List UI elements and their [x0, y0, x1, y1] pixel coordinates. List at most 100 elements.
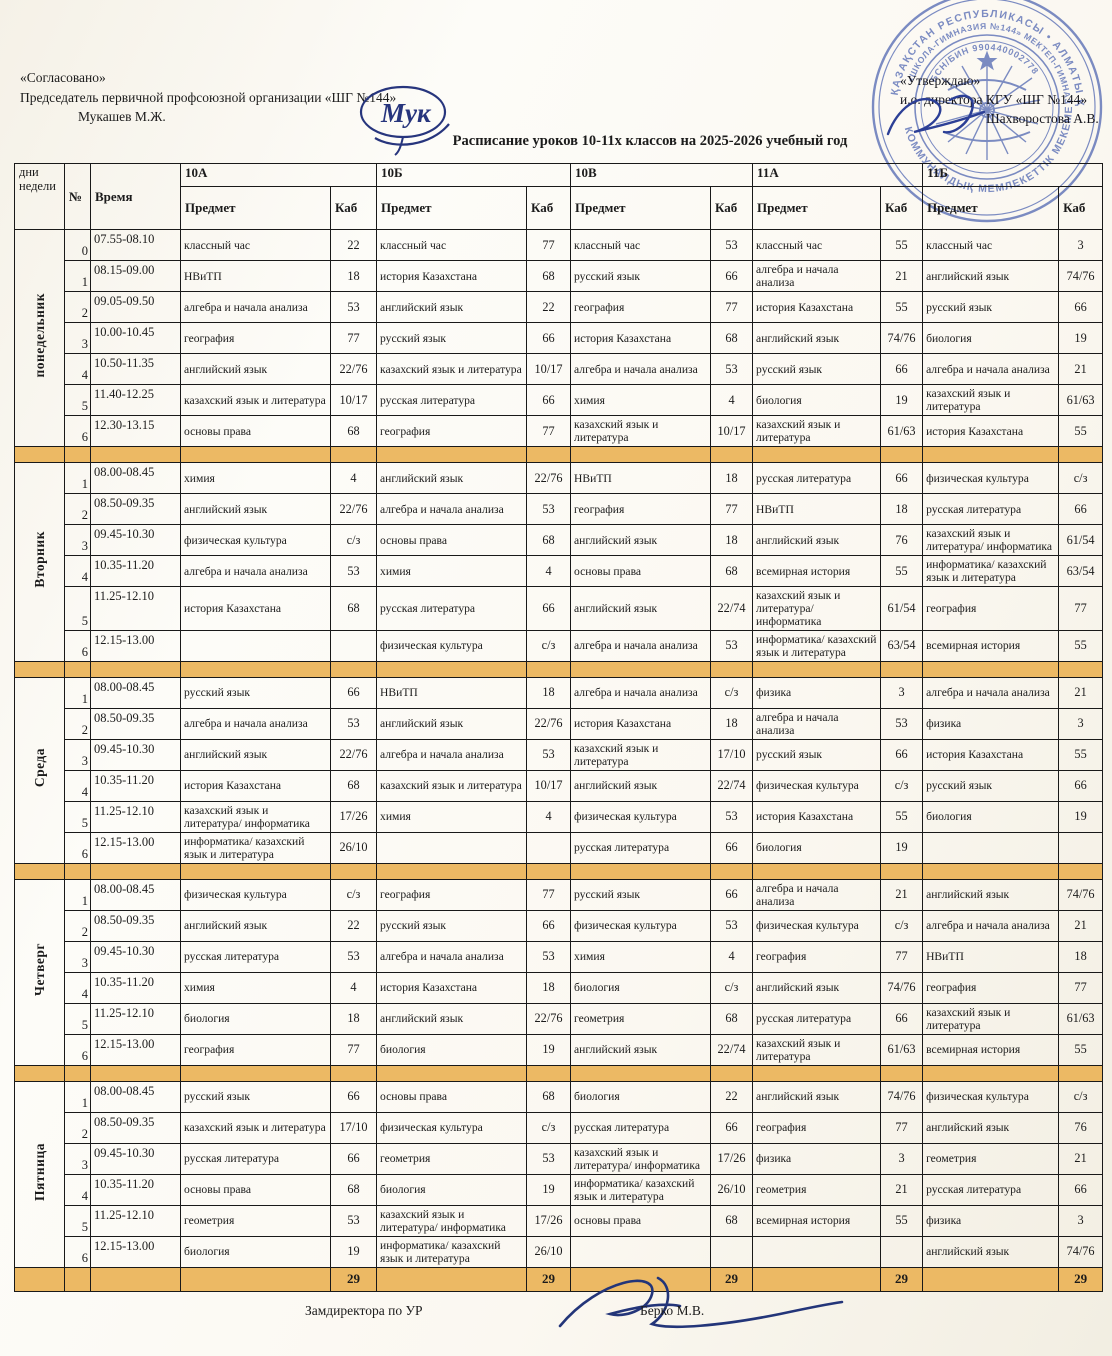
room-cell: 55 — [1058, 738, 1104, 771]
lesson-row: 4 10.35-11.20 история Казахстана 68 казахски… — [15, 769, 1104, 802]
subject-cell: английский язык — [570, 769, 712, 802]
subject-cell: русский язык — [922, 291, 1060, 323]
subject-cell: история Казахстана — [752, 800, 882, 833]
room-cell: 21 — [1058, 1142, 1104, 1175]
subject-cell: русская литература — [752, 1002, 882, 1035]
lesson-number: 3 — [64, 738, 91, 771]
room-cell: 74/76 — [1058, 878, 1104, 911]
subject-cell: английский язык — [376, 707, 528, 740]
agreed-role: Председатель первичной профсоюзной орган… — [20, 89, 397, 105]
subject-cell: английский язык — [180, 738, 331, 771]
subject-cell: физическая культура — [570, 909, 712, 942]
lesson-row: 6 12.15-13.00 информатика/ казахский язык … — [15, 831, 1104, 864]
lesson-time: 12.15-13.00 — [90, 1235, 181, 1268]
subject-cell: биология — [570, 1080, 712, 1113]
totals-subject-cell — [922, 1266, 1060, 1292]
subject-cell: геометрия — [376, 1142, 528, 1175]
subject-cell: география — [752, 940, 882, 973]
room-cell: 68 — [710, 322, 754, 354]
subject-cell: всемирная история — [922, 629, 1060, 662]
subject-cell: география — [180, 322, 331, 354]
subject-cell: русская литература — [570, 831, 712, 864]
subject-cell: основы права — [180, 415, 331, 447]
subject-cell: казахский язык и литература/ информатика — [376, 1204, 528, 1237]
separator-cell — [329, 1064, 378, 1082]
subject-cell: история Казахстана — [180, 586, 331, 631]
lesson-row: 5 11.25-12.10 геометрия 53 казахский язык и … — [15, 1204, 1104, 1237]
subject-cell: русская литература — [376, 384, 528, 416]
lesson-time: 09.05-09.50 — [90, 291, 181, 323]
approved-name: Шахворостова А.В. — [986, 110, 1099, 126]
header-room: Каб — [710, 186, 754, 230]
separator-cell — [526, 446, 572, 463]
lesson-time: 12.15-13.00 — [90, 831, 181, 864]
total-hours-value: 29 — [880, 1266, 924, 1292]
room-cell: 66 — [880, 738, 924, 771]
separator-cell — [376, 1064, 528, 1082]
lesson-row: 4 10.35-11.20 алгебра и начала анализа 53 хи… — [15, 555, 1104, 587]
room-cell: 21 — [1058, 676, 1104, 709]
lesson-number: 6 — [64, 1033, 91, 1066]
lesson-time: 08.00-08.45 — [90, 462, 181, 494]
total-hours-value: 29 — [1058, 1266, 1104, 1292]
separator-cell — [526, 660, 572, 678]
subject-cell: русский язык — [376, 909, 528, 942]
lesson-number: 1 — [64, 1080, 91, 1113]
separator-cell — [710, 446, 754, 463]
lesson-number: 6 — [64, 1235, 91, 1268]
lesson-number: 2 — [64, 909, 91, 942]
agreed-name: Мукашев М.Ж. — [78, 109, 166, 125]
lesson-number: 6 — [64, 629, 91, 662]
subject-cell: основы права — [570, 555, 712, 587]
subject-cell: алгебра и начала анализа — [922, 676, 1060, 709]
subject-cell: НВиТП — [752, 493, 882, 525]
subject-cell: основы права — [376, 1080, 528, 1113]
room-cell: с/з — [526, 1111, 572, 1144]
room-cell: 66 — [526, 384, 572, 416]
subject-cell: русский язык — [570, 878, 712, 911]
separator-cell — [329, 862, 378, 880]
separator-cell — [922, 862, 1060, 880]
subject-cell: география — [570, 493, 712, 525]
room-cell: 66 — [526, 322, 572, 354]
subject-cell: русский язык — [570, 260, 712, 292]
separator-cell — [180, 446, 331, 463]
subject-cell: биология — [180, 1235, 331, 1268]
room-cell: 19 — [329, 1235, 378, 1268]
header-days-of-week: дни недели — [14, 163, 65, 230]
room-cell: 68 — [526, 1080, 572, 1113]
subject-cell: английский язык — [570, 524, 712, 556]
subject-cell: казахский язык и литература/ информатика — [922, 524, 1060, 556]
lesson-row: Четверг 1 08.00-08.45 физическая культура с/… — [14, 878, 1104, 1066]
room-cell: 21 — [1058, 353, 1104, 385]
room-cell: 10/17 — [329, 384, 378, 416]
separator-cell — [1058, 446, 1104, 463]
lesson-time: 10.35-11.20 — [90, 769, 181, 802]
subject-cell: классный час — [922, 229, 1060, 261]
room-cell: 21 — [880, 878, 924, 911]
subject-cell: русский язык — [752, 738, 882, 771]
subject-cell: алгебра и начала анализа — [922, 353, 1060, 385]
separator-cell — [1058, 1064, 1104, 1082]
subject-cell: геометрия — [570, 1002, 712, 1035]
room-cell: 17/10 — [329, 1111, 378, 1144]
subject-cell: химия — [376, 555, 528, 587]
subject-cell: английский язык — [752, 322, 882, 354]
subject-cell: химия — [376, 800, 528, 833]
lesson-number: 2 — [64, 291, 91, 323]
header-subject: Предмет — [180, 186, 331, 230]
subject-cell: английский язык — [922, 878, 1060, 911]
room-cell: 3 — [880, 676, 924, 709]
separator-cell — [710, 862, 754, 880]
agreed-label: «Согласовано» — [20, 70, 106, 85]
subject-cell: НВиТП — [922, 940, 1060, 973]
lesson-number: 4 — [64, 555, 91, 587]
lesson-row: 3 09.45-10.30 физическая культура с/з основы… — [15, 524, 1104, 556]
lesson-time: 09.45-10.30 — [90, 524, 181, 556]
subject-cell: география — [180, 1033, 331, 1066]
subject-cell: физическая культура — [922, 1080, 1060, 1113]
separator-cell — [880, 862, 924, 880]
room-cell — [880, 1235, 924, 1268]
subject-cell: казахский язык и литература — [570, 738, 712, 771]
